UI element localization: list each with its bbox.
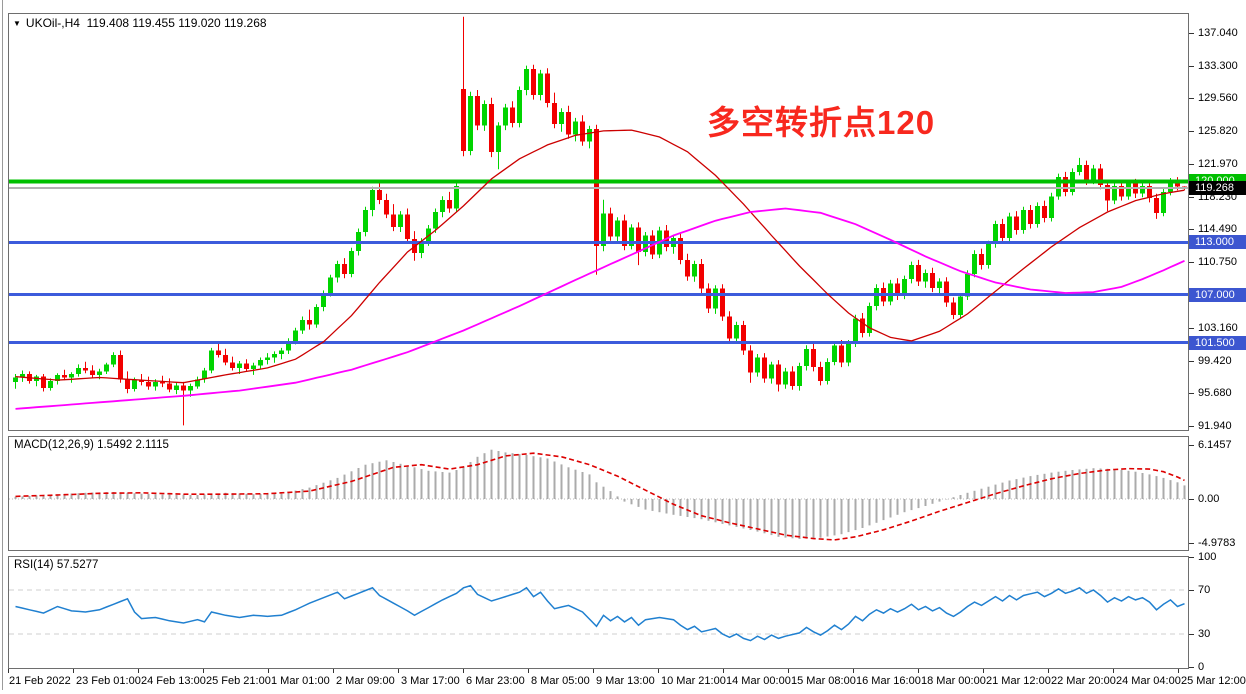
time-axis-tick xyxy=(73,669,74,673)
time-axis-tick xyxy=(853,669,854,673)
chart-annotation-text[interactable]: 多空转折点120 xyxy=(707,104,936,141)
window-left-frame xyxy=(2,0,3,690)
macd-panel: MACD(12,26,9) 1.5492 2.1115 xyxy=(8,436,1189,551)
panel-splitter[interactable] xyxy=(8,551,1189,556)
price-axis-label: 133.300 xyxy=(1198,60,1238,72)
macd-chart-canvas[interactable] xyxy=(9,437,1188,550)
price-badge-101.500: 101.500 xyxy=(1189,336,1246,350)
time-axis-label: 15 Mar 08:00 xyxy=(791,675,856,687)
price-axis-tick xyxy=(1189,426,1194,427)
time-axis-label: 18 Mar 00:00 xyxy=(921,675,986,687)
price-axis-tick xyxy=(1189,262,1194,263)
time-axis-label: 25 Feb 21:00 xyxy=(206,675,271,687)
time-axis-tick xyxy=(333,669,334,673)
macd-axis-label: -4.9783 xyxy=(1198,537,1236,549)
main-chart-panel: ▼ UKOil-,H4 119.408 119.455 119.020 119.2… xyxy=(8,13,1189,431)
panel-splitter[interactable] xyxy=(8,431,1189,436)
price-axis-label: 121.970 xyxy=(1198,158,1238,170)
price-badge-119.268: 119.268 xyxy=(1189,181,1246,195)
price-axis-label: 103.160 xyxy=(1198,322,1238,334)
price-axis-tick xyxy=(1189,361,1194,362)
time-axis-tick xyxy=(983,669,984,673)
price-axis-label: 110.750 xyxy=(1198,256,1237,268)
rsi-axis-label: 70 xyxy=(1198,584,1211,596)
price-badge-107.000: 107.000 xyxy=(1189,288,1246,302)
macd-axis-label: 0.00 xyxy=(1198,493,1220,505)
macd-axis-tick xyxy=(1189,499,1194,500)
rsi-axis-label: 100 xyxy=(1198,551,1217,563)
rsi-axis-label: 0 xyxy=(1198,661,1205,673)
price-axis-tick xyxy=(1189,98,1194,99)
price-axis-tick xyxy=(1189,229,1194,230)
time-axis-tick xyxy=(8,669,9,673)
price-axis-tick xyxy=(1189,33,1194,34)
time-axis-tick xyxy=(723,669,724,673)
price-axis-label: 95.680 xyxy=(1198,387,1232,399)
price-axis-tick xyxy=(1189,328,1194,329)
time-axis-label: 24 Mar 04:00 xyxy=(1116,675,1181,687)
price-axis-label: 125.820 xyxy=(1198,125,1238,137)
price-axis-tick xyxy=(1189,393,1194,394)
time-axis-tick xyxy=(268,669,269,673)
rsi-indicator-label: RSI(14) 57.5277 xyxy=(14,559,99,571)
price-axis-tick xyxy=(1189,131,1194,132)
price-axis[interactable]: 137.040 133.300 129.560 125.820 121.970 118.2… xyxy=(1189,0,1246,694)
time-axis-label: 24 Feb 13:00 xyxy=(141,675,206,687)
rsi-axis-tick xyxy=(1189,634,1194,635)
time-axis-label: 21 Mar 12:00 xyxy=(986,675,1051,687)
macd-axis-label: 6.1457 xyxy=(1198,439,1232,451)
rsi-axis-tick xyxy=(1189,590,1194,591)
time-axis-tick xyxy=(1178,669,1179,673)
time-axis-label: 3 Mar 17:00 xyxy=(401,675,460,687)
macd-axis-tick xyxy=(1189,445,1194,446)
time-axis-tick xyxy=(398,669,399,673)
time-axis-tick xyxy=(463,669,464,673)
time-axis-label: 22 Mar 20:00 xyxy=(1051,675,1116,687)
rsi-axis-tick xyxy=(1189,667,1194,668)
time-axis-tick xyxy=(1113,669,1114,673)
time-axis-label: 14 Mar 00:00 xyxy=(726,675,791,687)
chart-title: ▼ UKOil-,H4 119.408 119.455 119.020 119.2… xyxy=(13,16,267,30)
price-axis-tick xyxy=(1189,197,1194,198)
symbol-dropdown-icon[interactable]: ▼ xyxy=(13,19,21,28)
time-axis-label: 25 Mar 12:00 xyxy=(1181,675,1246,687)
price-axis-label: 91.940 xyxy=(1198,420,1232,432)
price-badge-113.000: 113.000 xyxy=(1189,235,1246,249)
rsi-chart-canvas[interactable] xyxy=(9,557,1188,668)
time-axis-tick xyxy=(203,669,204,673)
time-axis-tick xyxy=(593,669,594,673)
price-axis-label: 114.490 xyxy=(1198,223,1237,235)
price-axis-label: 99.420 xyxy=(1198,355,1232,367)
time-axis-tick xyxy=(788,669,789,673)
price-axis-label: 137.040 xyxy=(1198,27,1238,39)
time-axis[interactable]: 21 Feb 2022 23 Feb 01:00 24 Feb 13:00 25 Fe… xyxy=(8,669,1246,693)
macd-indicator-label: MACD(12,26,9) 1.5492 2.1115 xyxy=(14,439,169,451)
time-axis-label: 9 Mar 13:00 xyxy=(596,675,655,687)
time-axis-label: 2 Mar 09:00 xyxy=(336,675,395,687)
rsi-panel: RSI(14) 57.5277 xyxy=(8,556,1189,669)
time-axis-tick xyxy=(658,669,659,673)
price-axis-tick xyxy=(1189,66,1194,67)
candlestick-chart-canvas[interactable] xyxy=(9,14,1188,430)
time-axis-label: 16 Mar 16:00 xyxy=(856,675,921,687)
time-axis-tick xyxy=(528,669,529,673)
time-axis-label: 8 Mar 05:00 xyxy=(531,675,590,687)
macd-axis-tick xyxy=(1189,543,1194,544)
time-axis-label: 10 Mar 21:00 xyxy=(661,675,726,687)
price-axis-tick xyxy=(1189,164,1194,165)
time-axis-label: 6 Mar 23:00 xyxy=(466,675,525,687)
rsi-axis-tick xyxy=(1189,557,1194,558)
rsi-axis-label: 30 xyxy=(1198,628,1211,640)
time-axis-tick xyxy=(1048,669,1049,673)
time-axis-tick xyxy=(138,669,139,673)
time-axis-label: 23 Feb 01:00 xyxy=(76,675,141,687)
time-axis-tick xyxy=(918,669,919,673)
symbol-ohlc-text: UKOil-,H4 119.408 119.455 119.020 119.26… xyxy=(25,16,267,30)
time-axis-label: 21 Feb 2022 xyxy=(9,675,71,687)
price-axis-label: 129.560 xyxy=(1198,92,1238,104)
time-axis-label: 1 Mar 01:00 xyxy=(271,675,330,687)
